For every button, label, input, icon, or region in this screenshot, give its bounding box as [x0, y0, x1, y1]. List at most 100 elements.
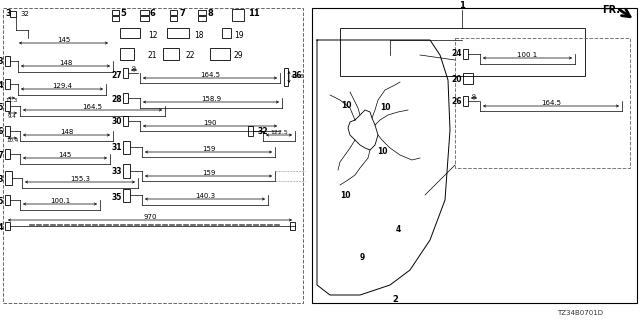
Text: 9: 9: [132, 66, 136, 70]
Text: 100 1: 100 1: [517, 52, 538, 58]
Text: 158.9: 158.9: [201, 96, 221, 102]
Text: 25: 25: [0, 197, 4, 206]
Text: 35: 35: [111, 193, 122, 202]
Text: 20: 20: [451, 76, 462, 84]
Text: 10.4: 10.4: [6, 139, 19, 143]
Text: 8: 8: [207, 10, 212, 19]
Bar: [455, 38, 630, 168]
Text: 9.4: 9.4: [8, 114, 17, 118]
Bar: [123, 141, 130, 154]
Bar: [123, 164, 130, 178]
Bar: [463, 96, 468, 106]
Bar: [198, 10, 206, 15]
Text: 970: 970: [143, 214, 157, 220]
Bar: [123, 93, 128, 103]
Text: 159: 159: [202, 146, 215, 152]
Text: 164.5: 164.5: [200, 72, 220, 78]
Bar: [5, 56, 10, 66]
Bar: [3, 8, 303, 303]
Bar: [140, 16, 149, 21]
Text: 155.3: 155.3: [70, 176, 90, 182]
Text: 31: 31: [111, 143, 122, 153]
Text: 2: 2: [392, 295, 398, 305]
Bar: [123, 189, 130, 202]
Text: 148: 148: [59, 60, 72, 66]
Text: 159: 159: [202, 170, 215, 176]
Bar: [232, 9, 244, 21]
Text: 16: 16: [0, 127, 4, 137]
Bar: [5, 222, 10, 230]
Text: 19: 19: [234, 30, 244, 39]
Bar: [112, 10, 119, 15]
Text: 21: 21: [148, 52, 157, 60]
Text: 10: 10: [340, 100, 351, 109]
Bar: [5, 149, 10, 159]
Text: 164.5: 164.5: [541, 100, 561, 106]
Bar: [170, 10, 177, 15]
Text: 15: 15: [0, 103, 4, 113]
Text: 11.3: 11.3: [5, 99, 18, 103]
Text: 9: 9: [360, 253, 365, 262]
Bar: [248, 126, 253, 136]
Bar: [123, 116, 128, 126]
Bar: [312, 8, 637, 303]
Bar: [340, 28, 585, 76]
Text: 10: 10: [380, 103, 390, 113]
Text: 17: 17: [0, 150, 4, 159]
Bar: [5, 79, 10, 89]
Text: 6: 6: [150, 10, 156, 19]
Bar: [170, 16, 177, 21]
Text: 190: 190: [204, 120, 217, 126]
Text: 9: 9: [472, 93, 476, 99]
Text: 4: 4: [396, 226, 401, 235]
Bar: [123, 68, 128, 78]
Bar: [463, 49, 468, 59]
Bar: [284, 68, 288, 86]
Bar: [140, 10, 149, 15]
Text: 33: 33: [111, 167, 122, 177]
Text: 11: 11: [248, 10, 260, 19]
Text: 18: 18: [194, 30, 204, 39]
Text: 148: 148: [60, 129, 73, 135]
Bar: [5, 101, 10, 111]
Text: 28: 28: [111, 94, 122, 103]
Text: 23: 23: [0, 174, 4, 183]
Bar: [5, 195, 10, 205]
Text: 164.5: 164.5: [83, 104, 102, 110]
Text: 41.6: 41.6: [291, 75, 305, 79]
Bar: [10, 11, 16, 17]
Text: 12: 12: [148, 30, 157, 39]
Text: 122.5: 122.5: [270, 130, 288, 134]
Text: 36: 36: [292, 70, 303, 79]
Bar: [210, 48, 230, 60]
Bar: [167, 28, 189, 38]
Bar: [290, 222, 295, 230]
Text: 26: 26: [451, 98, 462, 107]
Bar: [463, 73, 473, 84]
Bar: [163, 48, 179, 60]
Text: 29: 29: [233, 52, 243, 60]
Bar: [120, 48, 134, 60]
Text: 13: 13: [0, 58, 4, 67]
Text: 100.1: 100.1: [50, 198, 70, 204]
Bar: [198, 16, 206, 21]
Bar: [112, 16, 119, 21]
Text: 22: 22: [186, 52, 195, 60]
Text: 140.3: 140.3: [195, 193, 215, 199]
Text: 145: 145: [57, 37, 70, 43]
Text: 129.4: 129.4: [52, 83, 72, 89]
Text: 32: 32: [20, 11, 29, 17]
Bar: [222, 28, 231, 38]
Text: 7: 7: [179, 10, 185, 19]
Text: 5: 5: [120, 10, 126, 19]
Text: 3: 3: [5, 10, 11, 19]
Text: FR.: FR.: [602, 5, 620, 15]
Text: 10: 10: [340, 190, 350, 199]
Text: 27: 27: [111, 70, 122, 79]
Bar: [5, 126, 10, 136]
Bar: [5, 171, 12, 185]
Text: 1: 1: [459, 2, 465, 11]
Text: TZ34B0701D: TZ34B0701D: [557, 310, 603, 316]
Text: 34: 34: [0, 223, 4, 233]
Text: 30: 30: [111, 117, 122, 126]
